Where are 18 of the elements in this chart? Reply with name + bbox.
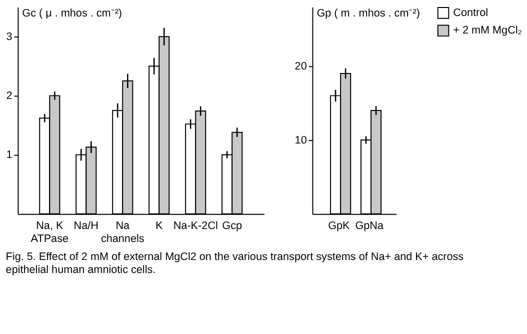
y-tick-label: 20 — [294, 60, 307, 73]
y-axis-title: Gp ( m . mhos . cm⁻²) — [316, 7, 420, 20]
x-tick-label: GpK — [328, 220, 351, 232]
legend-label: + 2 mM MgCl₂ — [453, 24, 522, 37]
y-tick-label: 1 — [6, 149, 12, 162]
x-tick-label: K — [155, 220, 164, 232]
x-tick-label: Gcp — [222, 220, 242, 232]
x-tick-label: GpNa — [355, 220, 384, 232]
x-tick-label: Na/H — [74, 220, 98, 232]
x-tick-label: Na-K-2Cl — [173, 220, 218, 232]
y-tick-label: 3 — [6, 31, 12, 44]
y-axis-title: Gc ( μ . mhos . cm⁻²) — [22, 7, 122, 20]
legend-label: Control — [453, 6, 488, 19]
x-tick-label: Na channels — [100, 220, 145, 245]
x-tick-label: Na, K ATPase — [30, 220, 69, 245]
y-tick-label: 2 — [6, 90, 12, 102]
y-tick-label: 10 — [294, 134, 307, 146]
caption: Fig. 5. Effect of 2 mM of external MgCl2 on the various transport systems of Na+ and K+ across epithelial human amniotic cells. — [6, 251, 464, 276]
